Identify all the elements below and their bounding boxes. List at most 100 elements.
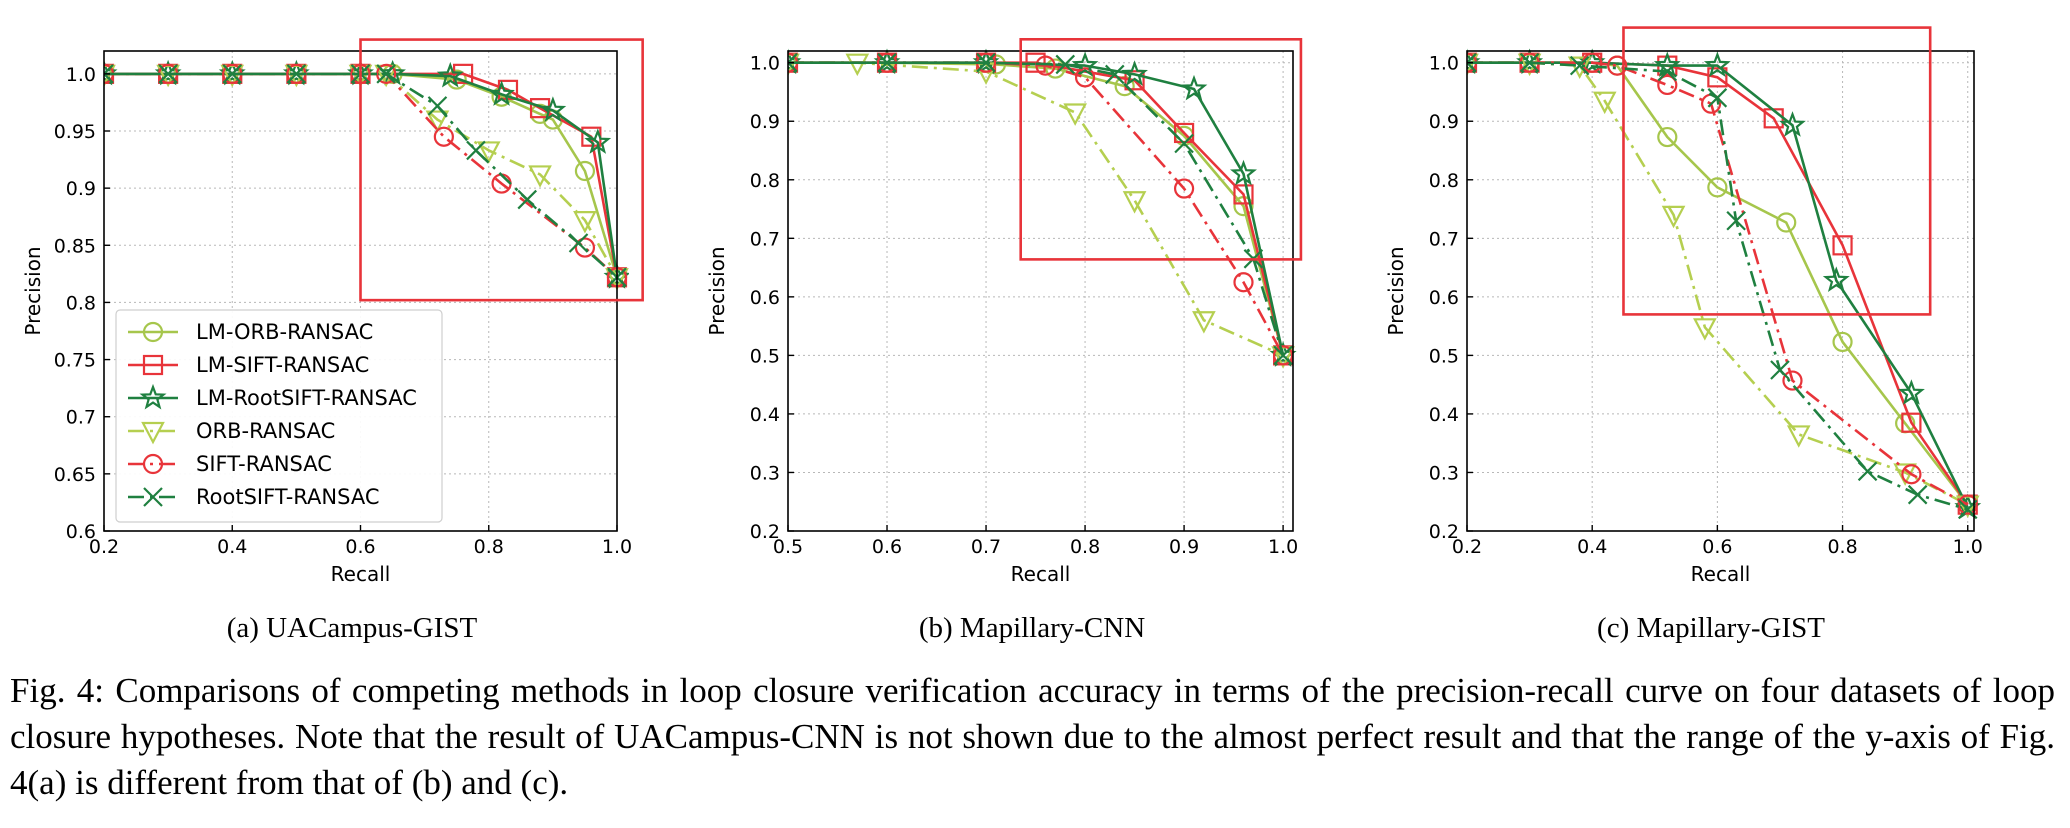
series-line bbox=[1467, 61, 1969, 506]
data-point bbox=[1063, 103, 1087, 126]
y-tick-label: 0.9 bbox=[750, 111, 780, 133]
x-tick-label: 0.6 bbox=[872, 536, 902, 558]
y-tick-label: 1.0 bbox=[750, 53, 780, 75]
y-tick-label: 0.65 bbox=[54, 464, 96, 486]
data-point bbox=[1569, 55, 1590, 76]
data-point bbox=[425, 110, 450, 133]
data-point bbox=[1901, 464, 1922, 485]
data-point bbox=[1726, 210, 1746, 231]
y-tick-label: 0.9 bbox=[66, 178, 96, 200]
x-tick-label: 0.5 bbox=[773, 536, 803, 558]
figure-caption: Fig. 4: Comparisons of competing methods… bbox=[10, 671, 2055, 802]
x-tick-label: 0.6 bbox=[1702, 536, 1732, 558]
y-tick-label: 0.7 bbox=[1429, 228, 1459, 250]
data-point bbox=[1703, 51, 1731, 78]
data-point bbox=[1467, 53, 1479, 77]
y-tick-label: 0.9 bbox=[1429, 111, 1459, 133]
x-tick-label: 1.0 bbox=[1268, 536, 1298, 558]
x-tick-label: 0.8 bbox=[1070, 536, 1100, 558]
data-point bbox=[1124, 70, 1145, 91]
legend-swatch-marker bbox=[142, 354, 164, 376]
data-point bbox=[568, 233, 589, 253]
data-point bbox=[574, 160, 596, 182]
x-tick-label: 0.6 bbox=[345, 536, 375, 558]
legend-swatch-marker bbox=[139, 383, 167, 410]
chart-panel-2: 0.5 0.6 0.7 0.8 0.9 1.0 0.2 0.3 0.4 0.5 0.6 0.7 0.8 0… bbox=[705, 37, 1303, 644]
data-point bbox=[1104, 64, 1125, 85]
data-point bbox=[1519, 52, 1540, 73]
legend-swatch-marker bbox=[142, 453, 164, 475]
y-axis-label: Precision bbox=[705, 246, 729, 335]
x-tick-label: 0.2 bbox=[1452, 536, 1482, 558]
y-tick-label: 1.0 bbox=[1429, 53, 1459, 75]
data-point bbox=[845, 53, 870, 77]
zoom-highlight-box bbox=[1622, 26, 1932, 316]
legend-label: ORB-RANSAC bbox=[196, 419, 335, 443]
data-point bbox=[476, 141, 501, 164]
data-point bbox=[788, 53, 800, 77]
data-point bbox=[1832, 331, 1853, 353]
data-point bbox=[376, 64, 396, 84]
y-axis-label: Precision bbox=[1384, 246, 1408, 335]
data-point bbox=[877, 52, 897, 73]
x-axis-label: Recall bbox=[1011, 562, 1071, 586]
legend-swatch-marker bbox=[141, 421, 165, 445]
legend-swatch-marker bbox=[143, 487, 163, 507]
data-point bbox=[376, 63, 397, 84]
y-tick-label: 0.5 bbox=[1429, 345, 1459, 367]
data-point bbox=[1467, 52, 1477, 73]
data-point bbox=[466, 140, 486, 161]
series-line bbox=[1467, 61, 1969, 506]
data-point bbox=[528, 165, 552, 188]
data-point bbox=[1122, 191, 1147, 214]
x-tick-label: 1.0 bbox=[1953, 536, 1983, 558]
x-tick-label: 1.0 bbox=[602, 536, 632, 558]
y-tick-label: 0.8 bbox=[750, 170, 780, 192]
data-point bbox=[1707, 177, 1728, 198]
y-tick-label: 0.85 bbox=[54, 235, 96, 257]
data-point bbox=[1661, 205, 1686, 229]
x-tick-label: 0.8 bbox=[1827, 536, 1857, 558]
data-point bbox=[574, 237, 596, 258]
legend-swatch-marker bbox=[142, 321, 164, 343]
data-point bbox=[1071, 51, 1099, 78]
data-point bbox=[1192, 311, 1216, 334]
legend-label: SIFT-RANSAC bbox=[196, 452, 332, 476]
data-point bbox=[976, 52, 996, 73]
data-point bbox=[1657, 74, 1678, 96]
legend-label: LM-RootSIFT-RANSAC bbox=[196, 386, 417, 410]
series-group bbox=[788, 48, 1297, 369]
x-axis-label: Recall bbox=[1691, 562, 1751, 586]
y-tick-label: 0.6 bbox=[1429, 287, 1459, 309]
legend-label: LM-SIFT-RANSAC bbox=[196, 353, 369, 377]
y-tick-label: 0.7 bbox=[66, 407, 96, 429]
data-point bbox=[1607, 55, 1628, 76]
y-tick-label: 1.0 bbox=[66, 64, 96, 86]
data-point bbox=[1233, 272, 1254, 293]
y-tick-label: 0.2 bbox=[750, 521, 780, 543]
legend-frame bbox=[115, 309, 443, 523]
data-point bbox=[1180, 74, 1208, 101]
zoom-highlight-box bbox=[1019, 37, 1303, 261]
axes-frame bbox=[1466, 50, 1975, 532]
subcaption: (b) Mapillary-CNN bbox=[919, 612, 1145, 644]
x-tick-label: 0.2 bbox=[89, 536, 119, 558]
y-tick-label: 0.7 bbox=[750, 228, 780, 250]
data-point bbox=[1897, 379, 1925, 405]
data-point bbox=[1779, 111, 1806, 137]
data-point bbox=[453, 63, 474, 84]
y-tick-label: 0.4 bbox=[750, 404, 780, 426]
legend-label: RootSIFT-RANSAC bbox=[196, 485, 379, 509]
subcaption: (a) UACampus-GIST bbox=[227, 612, 478, 644]
legend-label: LM-ORB-RANSAC bbox=[196, 320, 373, 344]
y-tick-label: 0.6 bbox=[66, 521, 96, 543]
y-tick-label: 0.2 bbox=[1429, 521, 1459, 543]
x-tick-label: 0.9 bbox=[1169, 536, 1199, 558]
data-point bbox=[1074, 67, 1096, 88]
data-point bbox=[1173, 178, 1195, 199]
data-point bbox=[1957, 494, 1978, 515]
x-tick-label: 0.4 bbox=[217, 536, 247, 558]
data-point bbox=[222, 64, 243, 84]
data-point bbox=[446, 69, 467, 90]
y-tick-label: 0.6 bbox=[750, 287, 780, 309]
